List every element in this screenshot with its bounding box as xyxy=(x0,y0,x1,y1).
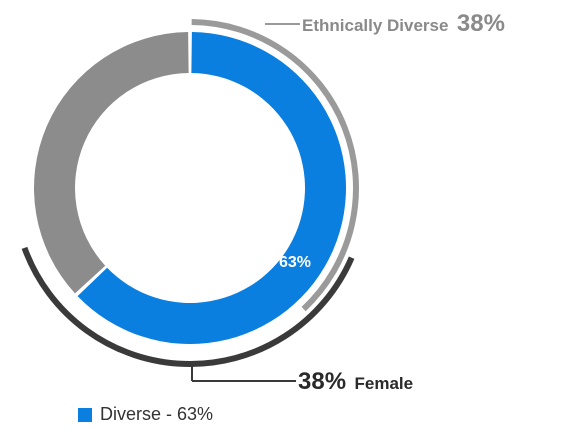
ethnically-diverse-value: 38% xyxy=(457,10,505,37)
donut-slice-diverse xyxy=(77,32,346,344)
legend: Diverse - 63% xyxy=(78,404,213,425)
ethnically-diverse-arc xyxy=(191,19,359,312)
female-label: 38% Female xyxy=(298,368,413,395)
diverse-slice-label: 63% xyxy=(279,254,311,271)
legend-label-diverse: Diverse - 63% xyxy=(100,404,214,424)
ethnically-diverse-label: Ethnically Diverse 38% xyxy=(302,10,505,37)
female-arc xyxy=(21,246,355,367)
female-text: Female xyxy=(355,374,414,393)
ethnically-diverse-text: Ethnically Diverse xyxy=(302,16,448,35)
legend-swatch-diverse xyxy=(78,407,92,422)
female-value: 38% xyxy=(298,368,346,395)
donut-slice-other xyxy=(34,32,189,294)
